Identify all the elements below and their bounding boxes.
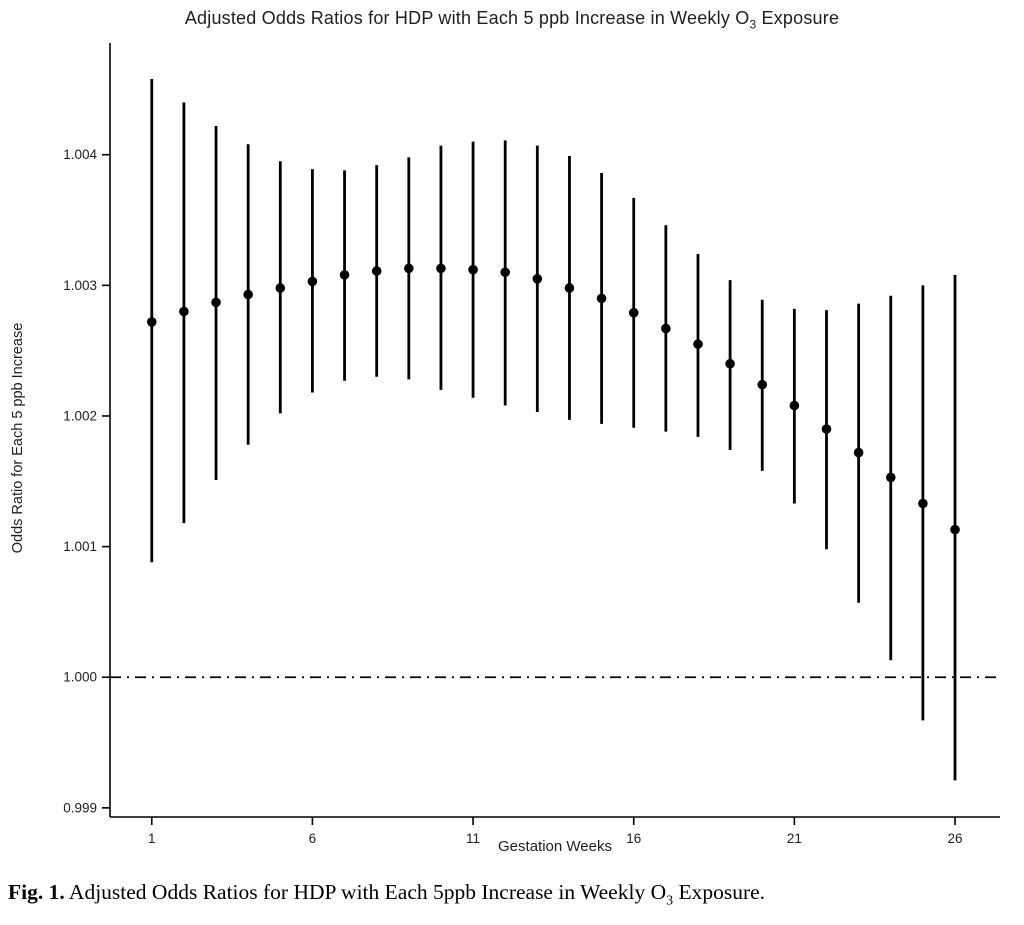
x-tick-label: 26 [948,831,963,846]
figure-caption: Fig. 1. Adjusted Odds Ratios for HDP wit… [8,880,1018,909]
y-tick-label: 0.999 [63,800,97,815]
x-tick-label: 11 [466,831,480,846]
y-tick-label: 1.000 [63,670,97,685]
y-tick-label: 1.001 [63,539,97,554]
x-tick-label: 1 [148,831,156,846]
or-point [179,306,189,317]
or-point [693,339,703,349]
figure-caption-subscript: 3 [666,893,674,909]
y-tick-label: 1.002 [63,408,97,423]
figure-caption-label: Fig. 1. [8,880,65,904]
or-point [661,323,671,334]
x-axis-label: Gestation Weeks [498,838,612,855]
chart-title: Adjusted Odds Ratios for HDP with Each 5… [0,8,1024,32]
x-tick-label: 21 [787,831,802,846]
or-point [243,289,253,300]
or-point [853,447,864,458]
chart-title-main: Adjusted Odds Ratios for HDP with Each 5… [184,8,750,28]
figure-caption-tail: Exposure. [673,880,766,904]
or-point [275,283,286,293]
or-point [596,293,607,304]
or-point [307,276,318,287]
or-point [436,263,446,274]
or-point [950,524,960,535]
or-point [821,424,832,434]
or-point [789,400,800,411]
or-point [211,297,221,308]
chart-title-subscript: 3 [749,17,757,32]
chart-title-tail: Exposure [756,8,840,28]
or-point [757,379,768,390]
or-point [339,270,350,280]
or-point [404,263,414,274]
or-point [564,283,575,293]
x-tick-label: 6 [309,831,317,846]
or-point [725,358,735,369]
or-point [146,317,157,327]
or-point [468,264,478,275]
y-axis-label: Odds Ratio for Each 5 ppb Increase [10,322,26,554]
figure-caption-main: Adjusted Odds Ratios for HDP with Each 5… [64,880,667,904]
or-point [918,498,928,509]
y-tick-label: 1.004 [63,147,97,162]
or-point [628,307,639,318]
y-tick-label: 1.003 [63,278,97,293]
or-point [500,267,510,278]
or-point [371,266,382,276]
or-point [532,274,543,284]
or-point [885,472,896,483]
x-tick-label: 16 [626,831,641,846]
